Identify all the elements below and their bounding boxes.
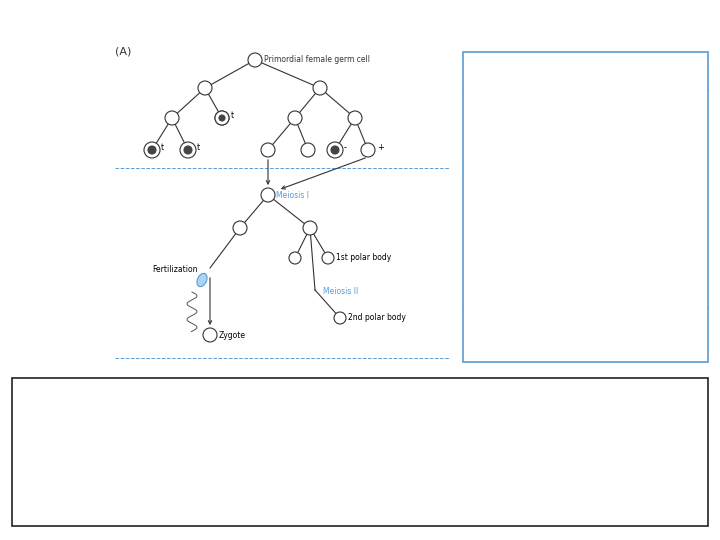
Text: aggiungi altre due divisioni (meiotiche). Totale 24 cicli.: aggiungi altre due divisioni (meiotiche)… (26, 494, 533, 512)
Text: cellule germinali raggiunge la quota massima di 6,8x10: cellule germinali raggiunge la quota mas… (26, 430, 536, 448)
Text: +: + (377, 144, 384, 152)
Text: Sum total: Sum total (468, 320, 512, 328)
Circle shape (203, 328, 217, 342)
Circle shape (288, 111, 302, 125)
Text: Zygote: Zygote (219, 330, 246, 340)
Circle shape (148, 146, 156, 154)
Circle shape (331, 146, 339, 154)
Circle shape (303, 221, 317, 235)
Circle shape (313, 81, 327, 95)
Circle shape (219, 115, 225, 121)
Text: 2.6 x 10: 2.6 x 10 (568, 158, 600, 166)
Text: 6: 6 (404, 423, 412, 436)
Text: divisions: divisions (648, 78, 683, 86)
Circle shape (334, 312, 346, 324)
Circle shape (322, 252, 334, 264)
Text: t: t (231, 111, 234, 120)
Circle shape (361, 143, 375, 157)
Text: Number of: Number of (575, 64, 625, 72)
Text: (A): (A) (115, 47, 131, 57)
Text: Meiosis I: Meiosis I (276, 192, 309, 200)
Text: 6: 6 (611, 105, 615, 111)
Circle shape (215, 111, 229, 125)
Circle shape (215, 111, 229, 125)
Text: t: t (197, 144, 200, 152)
Text: 24: 24 (668, 320, 679, 328)
Text: -: - (344, 144, 347, 152)
Text: Timetable: Timetable (468, 64, 516, 72)
Text: 6: 6 (611, 153, 615, 159)
Circle shape (301, 143, 315, 157)
Text: Fertilization: Fertilization (152, 266, 197, 274)
Text: maturity: maturity (468, 213, 503, 222)
Text: Meiotic divisions: Meiotic divisions (468, 273, 534, 281)
Circle shape (327, 142, 343, 158)
Text: Primordial female germ cell: Primordial female germ cell (264, 55, 370, 64)
Circle shape (261, 143, 275, 157)
Circle shape (144, 142, 160, 158)
Circle shape (180, 142, 196, 158)
Circle shape (348, 111, 362, 125)
Text: Sexual: Sexual (468, 201, 495, 211)
Text: Sono necessari 22 cicli replicativi. Per diventare cellula uovo: Sono necessari 22 cicli replicativi. Per… (26, 462, 585, 480)
Ellipse shape (197, 273, 207, 287)
Circle shape (233, 221, 247, 235)
Circle shape (248, 53, 262, 67)
Text: 2nd polar body: 2nd polar body (348, 314, 406, 322)
Text: 1st polar body: 1st polar body (336, 253, 391, 262)
Text: cellule.: cellule. (415, 430, 487, 448)
Text: cells: cells (576, 78, 594, 86)
Circle shape (261, 188, 275, 202)
Bar (12, 378, 708, 526)
Text: of gestation: of gestation (468, 114, 516, 124)
Text: = 22: = 22 (646, 110, 665, 118)
Circle shape (198, 81, 212, 95)
Text: Femmina: durante il V mese di sviluppo la popolazione totale di: Femmina: durante il V mese di sviluppo l… (26, 398, 609, 416)
Text: Birth: Birth (468, 158, 487, 166)
Text: 2: 2 (668, 273, 673, 281)
Text: 6.8 x 10: 6.8 x 10 (568, 110, 600, 118)
Circle shape (289, 252, 301, 264)
Text: t: t (161, 144, 164, 152)
Circle shape (184, 146, 192, 154)
Text: Meiosis II: Meiosis II (323, 287, 359, 295)
Text: 5 months: 5 months (468, 103, 506, 111)
Circle shape (165, 111, 179, 125)
Bar (463, 52, 708, 362)
